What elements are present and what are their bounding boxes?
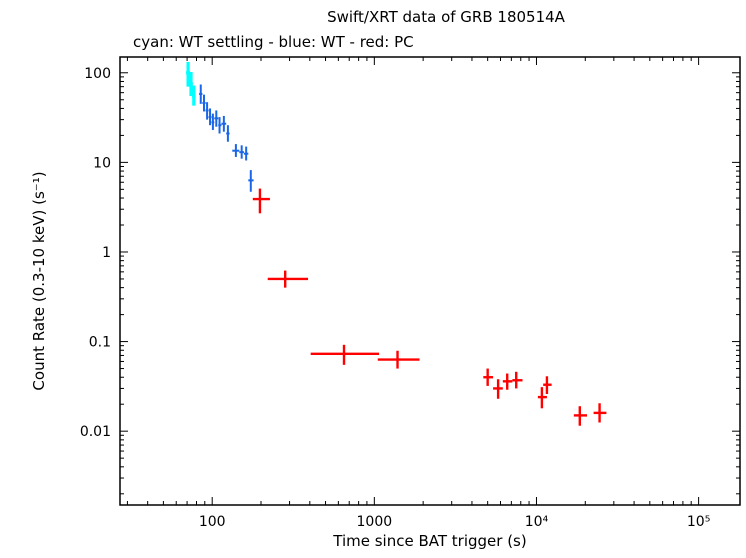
y-tick-label: 0.01 xyxy=(80,424,111,440)
x-tick-label: 100 xyxy=(199,514,226,530)
plot-title: Swift/XRT data of GRB 180514A xyxy=(327,8,566,26)
y-tick-label: 10 xyxy=(93,155,111,171)
y-tick-label: 100 xyxy=(84,66,111,82)
axis-ticks xyxy=(120,57,740,505)
series-wt-settling xyxy=(186,61,196,106)
plot-area: 100 1000 10⁴ 10⁵ 100 10 1 0.1 0.01 xyxy=(80,56,741,530)
series-wt xyxy=(199,84,254,192)
x-axis-label: Time since BAT trigger (s) xyxy=(332,532,526,550)
y-tick-label: 1 xyxy=(102,245,111,261)
y-axis-label: Count Rate (0.3-10 keV) (s⁻¹) xyxy=(30,171,48,390)
y-tick-label: 0.1 xyxy=(89,335,111,351)
series-pc xyxy=(252,188,607,426)
plot-subtitle: cyan: WT settling - blue: WT - red: PC xyxy=(133,33,414,51)
x-tick-label: 1000 xyxy=(357,514,393,530)
x-tick-label: 10⁵ xyxy=(687,514,710,530)
x-tick-label: 10⁴ xyxy=(525,514,549,530)
plot-frame xyxy=(119,56,741,506)
